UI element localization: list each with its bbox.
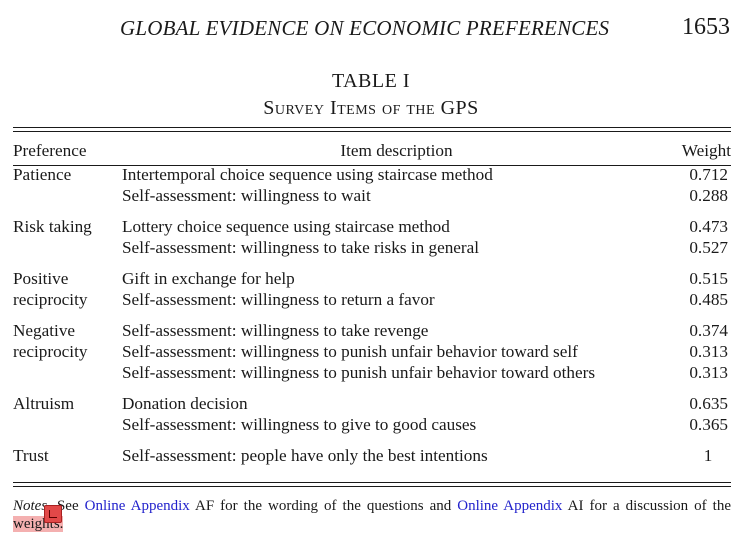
- weight-cell: 0.374 0.313 0.313: [671, 320, 731, 384]
- notes-text-2: AF for the wording of the questions and: [189, 498, 458, 514]
- table-title: Survey Items of the GPS: [263, 97, 479, 119]
- weight-cell: 0.515 0.485: [671, 268, 731, 310]
- table-bottom-rule: [13, 482, 731, 483]
- table-bottom-rule-double: [13, 486, 731, 487]
- item-weight: 0.635: [689, 394, 728, 414]
- annotation-note-icon[interactable]: [44, 505, 62, 523]
- preference-cell: Altruism: [13, 393, 122, 435]
- table-row: Altruism Donation decision Self-assessment…: [13, 393, 731, 435]
- preference-label: Positive: [13, 269, 69, 288]
- preference-cell: Trust: [13, 445, 122, 466]
- preference-label: reciprocity: [13, 342, 88, 362]
- group-spacer: [13, 206, 731, 216]
- table-row: Patience Intertemporal choice sequence us…: [13, 164, 731, 206]
- preference-cell: Positive reciprocity: [13, 268, 122, 310]
- item-description-cell: Self-assessment: people have only the be…: [122, 445, 671, 466]
- preference-cell: Negative reciprocity: [13, 320, 122, 384]
- running-title: GLOBAL EVIDENCE ON ECONOMIC PREFERENCES: [120, 16, 610, 40]
- column-header-weight: Weight: [681, 141, 731, 160]
- preference-label: Altruism: [13, 394, 75, 414]
- item-weight: 0.712: [689, 165, 728, 184]
- item-description-cell: Intertemporal choice sequence using stai…: [122, 164, 671, 206]
- item-description: Lottery choice sequence using staircase …: [122, 217, 450, 236]
- item-weight: 0.527: [689, 238, 728, 258]
- item-weight: 0.515: [689, 269, 728, 288]
- survey-items-table: Preference Item description Weight Patie…: [13, 140, 731, 466]
- weight-cell: 0.712 0.288: [671, 164, 731, 206]
- item-description: Self-assessment: willingness to return a…: [122, 290, 435, 310]
- item-weight: 0.374: [689, 321, 728, 340]
- table-row: Negative reciprocity Self-assessment: will…: [13, 320, 731, 384]
- page-number: 1653: [682, 14, 730, 40]
- group-spacer: [13, 384, 731, 394]
- table-top-rule: [13, 127, 731, 128]
- item-description: Self-assessment: willingness to wait: [122, 186, 371, 206]
- group-spacer-cell: [13, 310, 731, 320]
- item-description: Self-assessment: willingness to take ris…: [122, 238, 480, 258]
- weight-cell: 0.473 0.527: [671, 216, 731, 258]
- column-header-preference: Preference: [13, 141, 87, 160]
- item-weight: 0.313: [689, 342, 728, 362]
- table-label: TABLE I: [332, 70, 410, 92]
- item-description: Intertemporal choice sequence using stai…: [122, 165, 493, 184]
- item-weight: 0.288: [689, 186, 728, 206]
- group-spacer-cell: [13, 384, 731, 394]
- item-description: Self-assessment: willingness to give to …: [122, 415, 477, 435]
- table-row: Positive reciprocity Gift in exchange for …: [13, 268, 731, 310]
- notes-text-3: AI for a discussion of the: [562, 498, 731, 514]
- item-weight: 0.485: [689, 290, 728, 310]
- preference-label: reciprocity: [13, 290, 88, 310]
- group-spacer: [13, 258, 731, 268]
- item-description-cell: Gift in exchange for help Self-assessment…: [122, 268, 671, 310]
- item-description: Self-assessment: people have only the be…: [122, 446, 488, 466]
- weight-cell: 1: [671, 445, 731, 466]
- item-weight: 0.473: [689, 217, 728, 236]
- notes-label: Notes: [13, 498, 48, 514]
- group-spacer-cell: [13, 206, 731, 216]
- table-row: Risk taking Lottery choice sequence using…: [13, 216, 731, 258]
- item-description-cell: Lottery choice sequence using staircase …: [122, 216, 671, 258]
- item-description: Self-assessment: willingness to punish u…: [122, 342, 578, 362]
- group-spacer: [13, 310, 731, 320]
- table-header-rule: [13, 165, 731, 166]
- preference-label: Trust: [13, 446, 49, 466]
- item-description: Gift in exchange for help: [122, 269, 295, 288]
- preference-label: Negative: [13, 321, 76, 340]
- group-spacer-cell: [13, 258, 731, 268]
- item-description-cell: Self-assessment: willingness to take rev…: [122, 320, 671, 384]
- table-header-row: Preference Item description Weight: [13, 140, 731, 164]
- column-header-item-description: Item description: [340, 141, 453, 160]
- item-weight: 0.313: [689, 363, 728, 383]
- item-description: Self-assessment: willingness to punish u…: [122, 363, 596, 383]
- item-description: Donation decision: [122, 394, 248, 414]
- weight-cell: 0.635 0.365: [671, 393, 731, 435]
- preference-label: Patience: [13, 165, 72, 184]
- preference-cell: Patience: [13, 164, 122, 206]
- table-top-rule-double: [13, 131, 731, 132]
- online-appendix-link-ai[interactable]: Online Appendix: [457, 498, 563, 514]
- item-weight: 1: [703, 446, 713, 466]
- online-appendix-link-af[interactable]: Online Appendix: [84, 498, 190, 514]
- running-head: GLOBAL EVIDENCE ON ECONOMIC PREFERENCES …: [0, 14, 742, 44]
- group-spacer: [13, 436, 731, 446]
- item-description-cell: Donation decision Self-assessment: willin…: [122, 393, 671, 435]
- item-weight: 0.365: [689, 415, 728, 435]
- group-spacer-cell: [13, 436, 731, 446]
- preference-cell: Risk taking: [13, 216, 122, 258]
- table-notes: Notes. See Online Appendix AF for the wo…: [13, 497, 731, 533]
- preference-label: Risk taking: [13, 217, 92, 236]
- item-description: Self-assessment: willingness to take rev…: [122, 321, 429, 340]
- table-body: Patience Intertemporal choice sequence us…: [13, 164, 731, 466]
- table-row: Trust Self-assessment: people have only t…: [13, 445, 731, 466]
